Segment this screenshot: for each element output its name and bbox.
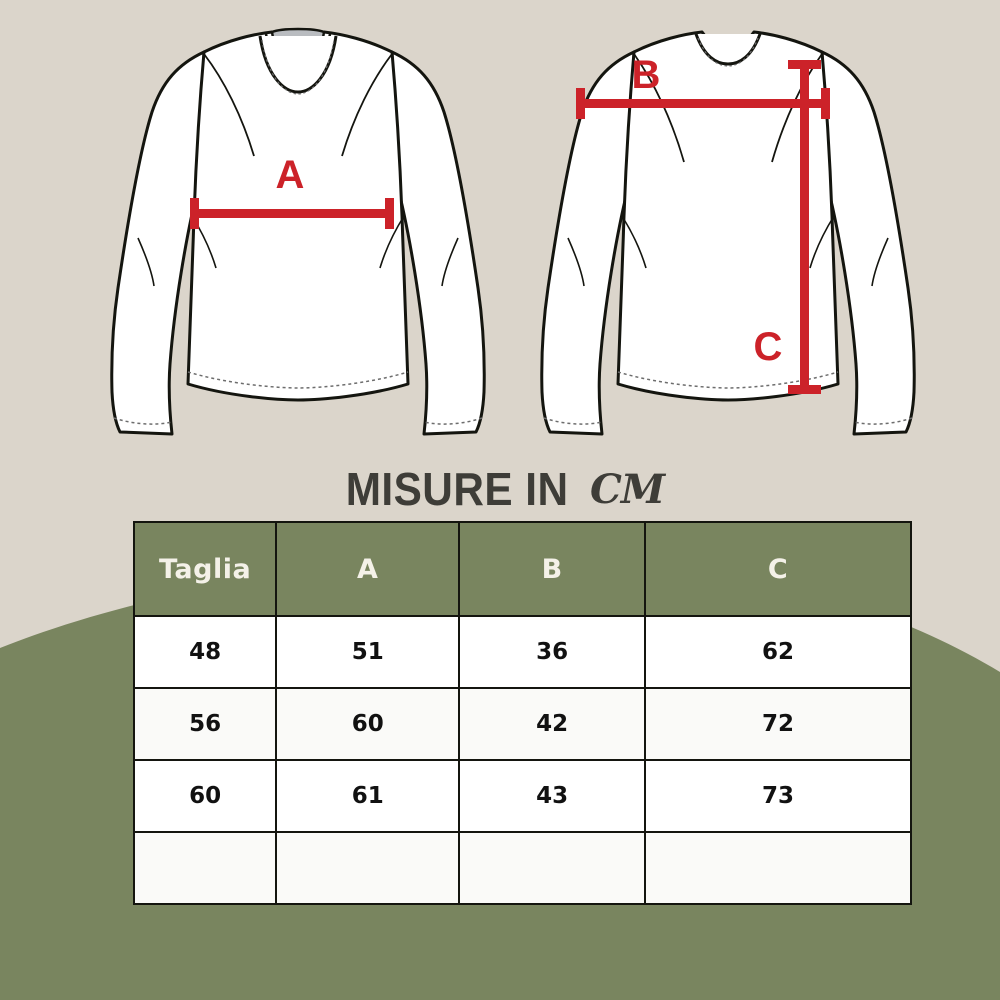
cell-a bbox=[275, 831, 461, 905]
column-header-b: B bbox=[458, 521, 646, 617]
cell-taglia bbox=[132, 831, 278, 905]
chart-title-main: MISURE IN bbox=[345, 463, 569, 515]
cell-b: 42 bbox=[458, 687, 646, 761]
table-row-empty bbox=[132, 831, 913, 905]
chart-title: MISURE IN CM bbox=[0, 462, 1000, 516]
front-garment-illustration: A bbox=[110, 27, 486, 436]
back-garment-illustration: B C bbox=[540, 30, 916, 436]
measure-label-a: A bbox=[276, 153, 305, 197]
cell-a: 61 bbox=[275, 759, 461, 833]
table-header-row: Taglia A B C bbox=[132, 521, 913, 617]
measure-line-b bbox=[576, 88, 830, 119]
cell-taglia: 48 bbox=[132, 615, 278, 689]
column-header-c: C bbox=[643, 521, 913, 617]
front-shirt-body bbox=[110, 27, 486, 436]
table-row: 48 51 36 62 bbox=[132, 615, 913, 689]
size-table: Taglia A B C 48 51 36 62 56 60 42 72 60 … bbox=[132, 521, 913, 905]
size-table-body: 48 51 36 62 56 60 42 72 60 61 43 73 bbox=[132, 615, 913, 905]
chart-title-unit: CM bbox=[590, 465, 665, 513]
measure-line-a bbox=[190, 198, 394, 229]
cell-b: 36 bbox=[458, 615, 646, 689]
cell-taglia: 56 bbox=[132, 687, 278, 761]
table-row: 56 60 42 72 bbox=[132, 687, 913, 761]
measure-line-c bbox=[788, 60, 821, 394]
cell-c: 72 bbox=[643, 687, 913, 761]
column-header-taglia: Taglia bbox=[132, 521, 278, 617]
cell-c: 62 bbox=[643, 615, 913, 689]
measure-label-b: B bbox=[632, 53, 661, 97]
column-header-a: A bbox=[275, 521, 461, 617]
cell-c: 73 bbox=[643, 759, 913, 833]
back-shirt-body bbox=[540, 30, 916, 436]
cell-b: 43 bbox=[458, 759, 646, 833]
cell-a: 51 bbox=[275, 615, 461, 689]
cell-b bbox=[458, 831, 646, 905]
table-row: 60 61 43 73 bbox=[132, 759, 913, 833]
cell-c bbox=[643, 831, 913, 905]
cell-taglia: 60 bbox=[132, 759, 278, 833]
cell-a: 60 bbox=[275, 687, 461, 761]
size-table-head: Taglia A B C bbox=[132, 521, 913, 617]
measure-label-c: C bbox=[754, 325, 783, 369]
